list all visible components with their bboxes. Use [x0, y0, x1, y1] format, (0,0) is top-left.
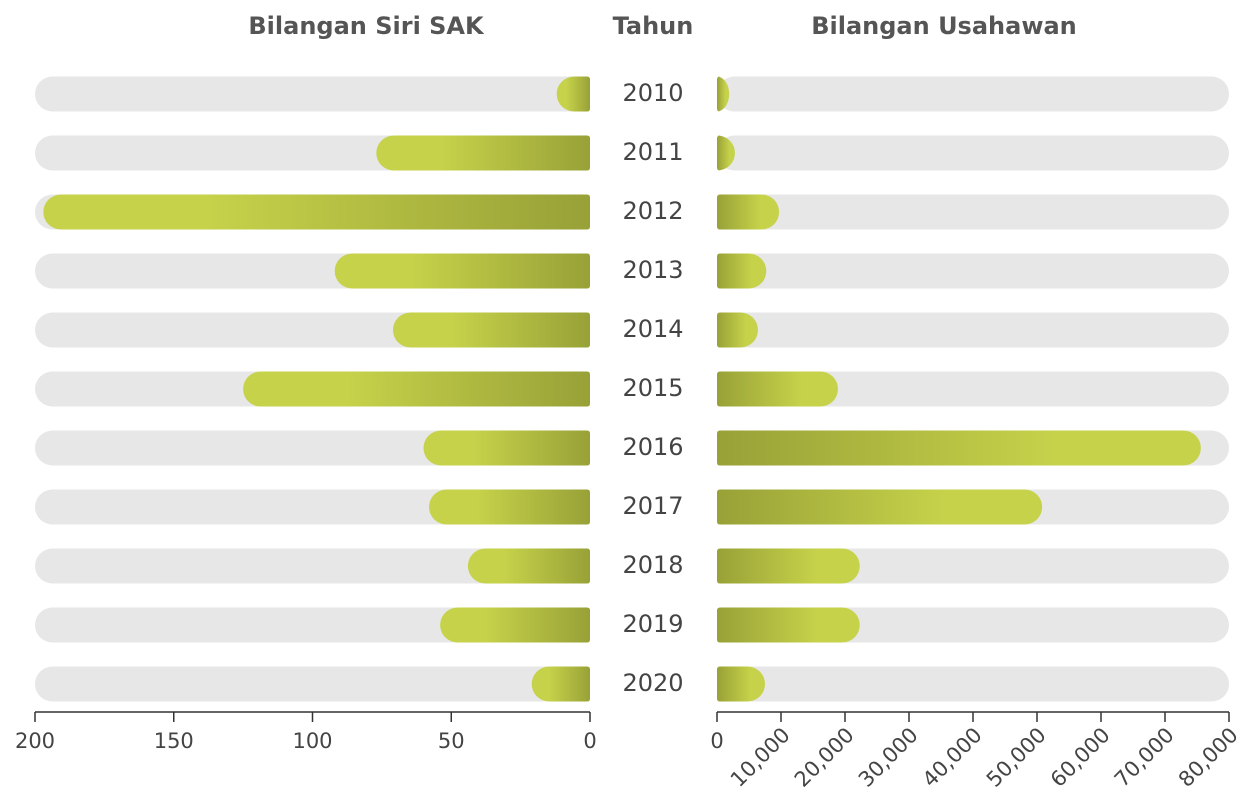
year-label: 2017 [622, 492, 683, 520]
bar [717, 312, 758, 348]
x-tick-label: 20,000 [790, 723, 859, 792]
track [35, 76, 590, 112]
bar [43, 194, 590, 230]
bar [717, 194, 780, 230]
bar [717, 430, 1201, 466]
bar [467, 548, 590, 584]
bar [717, 135, 735, 171]
bar [717, 371, 838, 407]
track [717, 253, 1229, 289]
left-title: Bilangan Siri SAK [248, 12, 485, 40]
bar [531, 666, 590, 702]
bar [717, 253, 767, 289]
year-label: 2013 [622, 256, 683, 284]
bar [717, 607, 860, 643]
category-title: Tahun [613, 12, 694, 40]
x-tick-label: 80,000 [1174, 723, 1242, 792]
track [35, 548, 590, 584]
track [717, 312, 1229, 348]
bar [429, 489, 590, 525]
x-tick-label: 100 [292, 729, 332, 753]
year-label: 2011 [622, 138, 683, 166]
year-label: 2016 [622, 433, 683, 461]
track [717, 135, 1229, 171]
x-tick-label: 60,000 [1046, 723, 1115, 792]
bar [423, 430, 590, 466]
year-label: 2015 [622, 374, 683, 402]
bar [717, 76, 730, 112]
x-tick-label: 200 [15, 729, 55, 753]
x-tick-label: 0 [710, 729, 723, 753]
x-tick-label: 50 [438, 729, 465, 753]
bar [556, 76, 590, 112]
right-title: Bilangan Usahawan [811, 12, 1077, 40]
x-tick-label: 0 [583, 729, 596, 753]
track [717, 194, 1229, 230]
x-tick-label: 150 [154, 729, 194, 753]
track [35, 666, 590, 702]
bar [440, 607, 590, 643]
x-tick-label: 70,000 [1110, 723, 1179, 792]
bar [243, 371, 590, 407]
year-label: 2020 [622, 669, 683, 697]
bar [334, 253, 590, 289]
year-label: 2010 [622, 79, 683, 107]
x-tick-label: 30,000 [854, 723, 923, 792]
track [717, 76, 1229, 112]
year-label: 2019 [622, 610, 683, 638]
bar [376, 135, 590, 171]
year-label: 2012 [622, 197, 683, 225]
bar [717, 666, 765, 702]
bar [717, 548, 860, 584]
x-tick-label: 50,000 [982, 723, 1051, 792]
track [717, 666, 1229, 702]
track [717, 371, 1229, 407]
x-tick-label: 10,000 [726, 723, 795, 792]
year-label: 2014 [622, 315, 683, 343]
bar [392, 312, 590, 348]
bar [717, 489, 1043, 525]
x-tick-label: 40,000 [918, 723, 987, 792]
year-label: 2018 [622, 551, 683, 579]
